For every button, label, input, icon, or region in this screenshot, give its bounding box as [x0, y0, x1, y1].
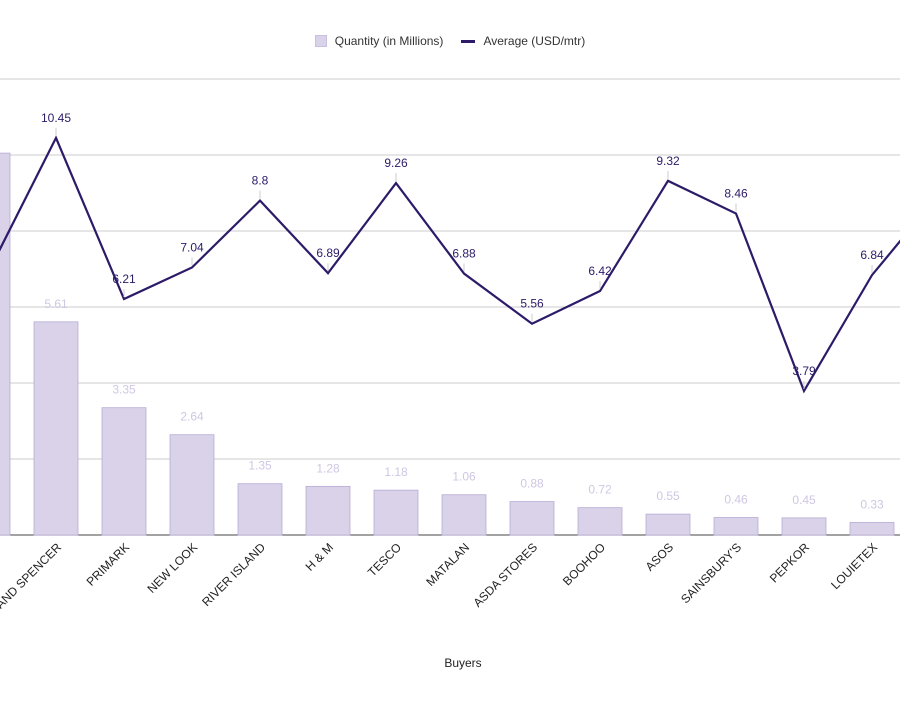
x-tick-label: NEW LOOK: [144, 540, 200, 596]
bar-value-label: 1.18: [384, 465, 408, 479]
bar-value-label: 1.28: [316, 461, 340, 475]
line-value-label: 6.88: [452, 247, 476, 261]
bar-value-label: 0.88: [520, 477, 544, 491]
bar: [509, 501, 555, 536]
bar: [441, 494, 487, 536]
bar: [645, 513, 691, 536]
line-series: 10.45 6.21 7.04 8.8 6.89 9.26 6.88 5.56 6.42 9.32…: [0, 111, 900, 394]
bar: [373, 489, 419, 536]
bar: [0, 152, 11, 536]
bar: [781, 517, 827, 536]
average-line: [0, 135, 900, 394]
line-value-label: 8.46: [724, 187, 748, 201]
line-value-label: 5.56: [520, 297, 544, 311]
legend-item-average[interactable]: Average (USD/mtr): [461, 34, 585, 48]
x-tick-label: ASOS: [643, 540, 676, 573]
x-tick-label: PRIMARK: [84, 540, 133, 589]
bar: [33, 321, 79, 536]
x-tick-label: MATALAN: [423, 540, 472, 589]
bar: [577, 507, 623, 536]
line-value-label: 7.04: [180, 240, 204, 254]
bar-value-label: 0.45: [792, 493, 816, 507]
legend-label-average: Average (USD/mtr): [483, 34, 586, 48]
x-axis-title: Buyers: [444, 656, 482, 670]
bar: [713, 517, 759, 536]
x-tick-label: ASDA STORES: [470, 540, 540, 610]
line-value-label: 6.42: [588, 264, 612, 278]
line-value-label: 8.8: [252, 174, 269, 188]
line-value-label: 6.21: [112, 272, 136, 286]
bar-value-label: 2.64: [180, 410, 204, 424]
x-tick-label: PEPKOR: [767, 540, 813, 586]
x-tick-label: LOUIETEX: [828, 540, 880, 592]
bar: [849, 522, 895, 536]
x-tick-label: TESCO: [365, 540, 404, 579]
line-value-label: 3.79: [792, 364, 816, 378]
x-tick-label: H & M: [303, 540, 336, 573]
line-value-label: 9.26: [384, 156, 408, 170]
legend-item-quantity[interactable]: Quantity (in Millions): [314, 34, 444, 48]
bar: [305, 485, 351, 536]
bar-value-label: 0.55: [656, 489, 680, 503]
x-tick-label: MARKS AND SPENCER: [0, 540, 64, 643]
bar-value-label: 3.35: [112, 383, 136, 397]
line-value-label: 6.89: [316, 246, 340, 260]
line-value-label: 10.45: [41, 111, 71, 125]
bar-value-label: 0.33: [860, 497, 884, 511]
legend-swatch-line: [461, 39, 476, 43]
bar-value-label: 5.61: [44, 297, 68, 311]
bar: [237, 483, 283, 536]
x-tick-label: SAINSBURY'S: [678, 540, 744, 606]
chart-legend: Quantity (in Millions) Average (USD/mtr): [0, 34, 900, 48]
legend-swatch-bar: [314, 35, 327, 47]
x-tick-label: RIVER ISLAND: [199, 540, 268, 609]
bar-value-label: 1.06: [452, 470, 476, 484]
x-tick-label: BOOHOO: [560, 540, 608, 588]
gridlines: [0, 78, 900, 536]
bar-value-label: 0.46: [724, 493, 748, 507]
line-value-label: 9.32: [656, 154, 680, 168]
bar-value-label: 1.35: [248, 459, 272, 473]
bar: [101, 407, 147, 536]
bar-series: 55.613.352.641.351.281.181.060.880.720.5…: [0, 152, 895, 536]
bar: [169, 434, 215, 536]
bar-value-label: 0.72: [588, 483, 612, 497]
legend-label-quantity: Quantity (in Millions): [334, 34, 444, 48]
line-value-label: 6.84: [860, 248, 884, 262]
